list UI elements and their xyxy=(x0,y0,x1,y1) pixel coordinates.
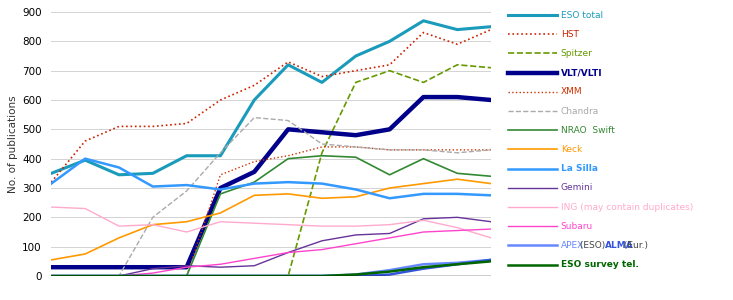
Text: ALMA: ALMA xyxy=(605,241,634,250)
Y-axis label: No. of publications: No. of publications xyxy=(8,95,18,193)
Text: ESO survey tel.: ESO survey tel. xyxy=(561,260,638,269)
Text: Subaru: Subaru xyxy=(561,222,593,231)
Text: ING (may contain duplicates): ING (may contain duplicates) xyxy=(561,202,693,211)
Text: (Eur.): (Eur.) xyxy=(621,241,648,250)
Text: Spitzer: Spitzer xyxy=(561,49,592,58)
Text: Gemini: Gemini xyxy=(561,183,593,192)
Text: ESO total: ESO total xyxy=(561,11,603,20)
Text: NRAO  Swift: NRAO Swift xyxy=(561,126,614,135)
Text: APEX: APEX xyxy=(561,241,584,250)
Text: La Silla: La Silla xyxy=(561,164,597,173)
Text: Keck: Keck xyxy=(561,145,582,154)
Text: (ESO): (ESO) xyxy=(577,241,608,250)
Text: XMM: XMM xyxy=(561,87,583,96)
Text: Chandra: Chandra xyxy=(561,106,599,116)
Text: HST: HST xyxy=(561,30,578,39)
Text: VLT/VLTI: VLT/VLTI xyxy=(561,68,603,77)
